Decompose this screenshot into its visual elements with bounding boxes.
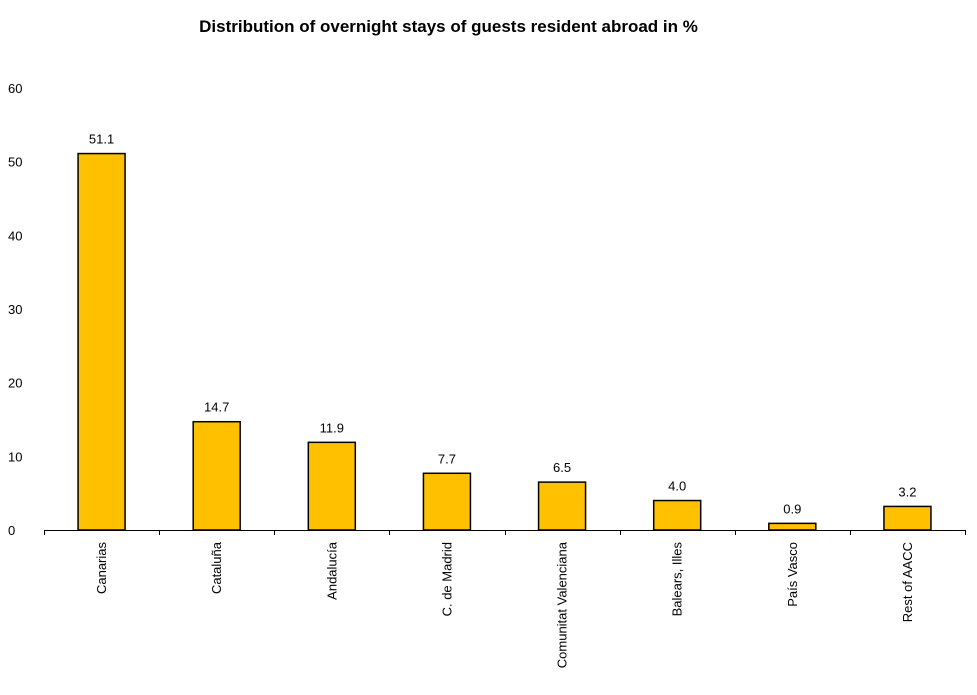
category-label: C. de Madrid: [439, 542, 454, 616]
y-tick-label: 60: [8, 81, 22, 96]
category-labels: Canarias Cataluña Andalucía C. de Madrid Com…: [94, 541, 915, 668]
y-tick-label: 30: [8, 302, 22, 317]
category-label: País Vasco: [785, 542, 800, 607]
category-label: Canarias: [94, 542, 109, 595]
category-label: Andalucía: [324, 541, 339, 600]
bar: [192, 420, 241, 531]
bar: [77, 152, 126, 531]
data-label: 3.2: [898, 484, 916, 499]
bar: [652, 499, 702, 531]
data-labels: 51.1 14.7 11.9 7.7 6.5 4.0 0.9 3.2: [89, 132, 917, 517]
y-tick-label: 20: [8, 376, 22, 391]
data-label: 6.5: [553, 460, 571, 475]
bars: [77, 152, 932, 531]
bar: [422, 472, 472, 531]
category-label: Rest of AACC: [900, 542, 915, 622]
y-tick-label: 0: [8, 523, 15, 538]
category-label: Cataluña: [209, 541, 224, 594]
bar: [307, 441, 357, 531]
data-label: 7.7: [438, 451, 456, 466]
data-label: 11.9: [320, 420, 344, 435]
y-tick-label: 50: [8, 155, 22, 170]
data-label: 0.9: [783, 501, 801, 516]
y-axis: 0 10 20 30 40 50 60: [8, 81, 22, 538]
category-label: Comunitat Valenciana: [555, 541, 570, 668]
bar: [768, 522, 817, 531]
bar: [537, 481, 587, 531]
category-label: Balears, Illes: [670, 542, 685, 617]
data-label: 51.1: [89, 132, 114, 147]
data-label: 4.0: [668, 479, 686, 494]
x-axis: [44, 530, 966, 535]
data-label: 14.7: [204, 400, 229, 415]
y-tick-label: 40: [8, 228, 22, 243]
chart-title: Distribution of overnight stays of guest…: [199, 17, 698, 36]
bar: [883, 505, 932, 531]
y-tick-label: 10: [8, 449, 22, 464]
